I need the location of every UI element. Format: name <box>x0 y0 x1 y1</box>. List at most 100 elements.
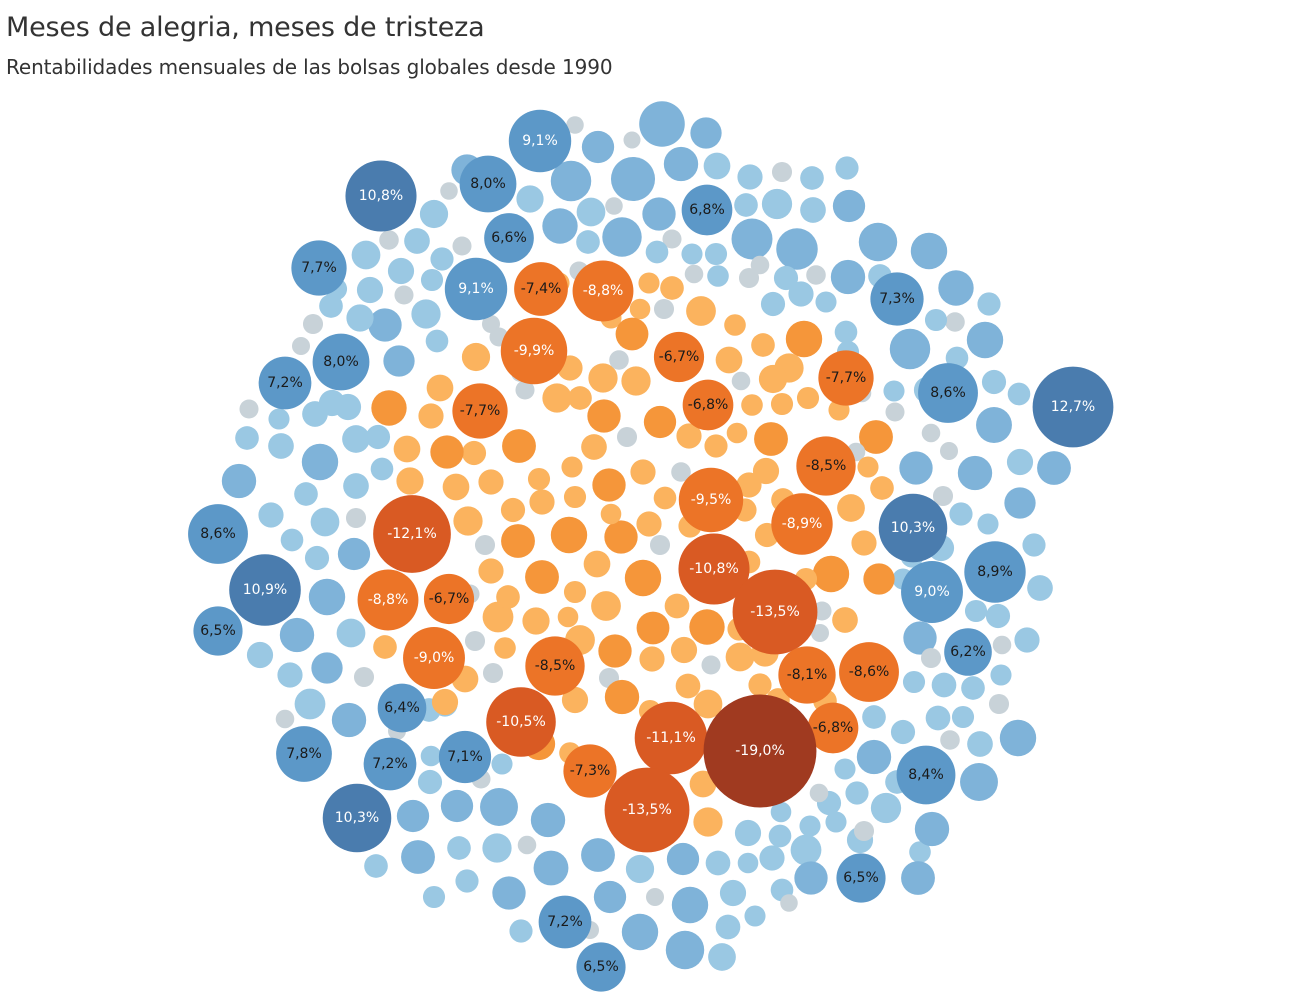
bubble <box>411 299 441 329</box>
bubble <box>430 247 454 271</box>
bubble <box>461 440 487 466</box>
bubble <box>760 291 786 317</box>
bubble <box>623 131 641 149</box>
bubble <box>976 407 1012 443</box>
bubble <box>394 285 414 305</box>
bubble <box>379 230 399 250</box>
bubble <box>496 585 520 609</box>
bubble <box>693 689 723 719</box>
bubble <box>715 914 741 940</box>
bubble <box>678 467 744 533</box>
bubble <box>356 276 384 304</box>
labeled-bubble: -13,5% <box>604 767 690 853</box>
bubble <box>277 662 303 688</box>
bubble <box>675 673 701 699</box>
bubble <box>859 420 893 454</box>
bubble <box>591 591 621 621</box>
bubble <box>662 229 682 249</box>
labeled-bubble: -7,4% <box>514 262 568 316</box>
bubble <box>750 255 770 275</box>
labeled-bubble: -11,1% <box>634 701 708 775</box>
bubble <box>901 561 963 623</box>
bubble <box>322 783 392 853</box>
labeled-bubble: 6,8% <box>681 184 733 236</box>
bubble <box>732 569 818 655</box>
bubble <box>492 876 526 910</box>
bubble <box>221 463 257 499</box>
labeled-bubble: -8,5% <box>525 636 585 696</box>
bubble <box>945 312 965 332</box>
labeled-bubble: 9,1% <box>508 109 572 173</box>
bubble <box>708 943 736 971</box>
bubble <box>862 705 886 729</box>
bubble <box>693 807 723 837</box>
bubble <box>768 824 792 848</box>
bubble <box>758 364 788 394</box>
bubble <box>932 485 954 507</box>
bubble <box>319 294 343 318</box>
bubble <box>924 308 948 332</box>
bubble <box>964 541 1026 603</box>
bubble <box>896 745 956 805</box>
bubble <box>681 243 703 265</box>
bubble <box>522 607 550 635</box>
bubble <box>660 276 684 300</box>
bubble <box>188 504 248 564</box>
bubble <box>977 513 999 535</box>
labeled-bubble: 7,2% <box>363 737 417 791</box>
labeled-bubble: 8,0% <box>312 333 370 391</box>
bubble <box>737 852 759 874</box>
bubble <box>383 345 415 377</box>
bubble <box>639 646 665 672</box>
bubble <box>530 802 566 838</box>
bubble <box>704 434 728 458</box>
bubble <box>370 457 394 481</box>
bubble <box>899 451 933 485</box>
bubble <box>517 835 537 855</box>
bubble <box>902 670 926 694</box>
bubble <box>773 265 799 291</box>
bubble <box>420 268 444 292</box>
bubble <box>268 433 294 459</box>
bubble <box>452 236 472 256</box>
bubble <box>418 403 444 429</box>
bubble <box>731 371 751 391</box>
bubble <box>636 611 670 645</box>
bubble <box>592 468 626 502</box>
bubble <box>302 313 324 335</box>
labeled-bubble: -19,0% <box>703 694 817 808</box>
bubble <box>690 117 722 149</box>
bubble <box>576 942 626 992</box>
bubble <box>351 240 381 270</box>
bubble <box>563 485 587 509</box>
bubble <box>825 811 847 833</box>
bubble <box>527 467 551 491</box>
bubble <box>1007 382 1031 406</box>
bubble <box>516 185 544 213</box>
labeled-bubble: 7,1% <box>438 730 492 784</box>
bubble <box>258 356 312 410</box>
labeled-bubble: -6,7% <box>423 573 475 625</box>
bubble <box>331 702 367 738</box>
bubble <box>818 350 874 406</box>
bubble <box>239 399 259 419</box>
bubble <box>885 402 905 422</box>
bubble <box>311 652 343 684</box>
bubble <box>643 405 677 439</box>
bubble <box>794 861 828 895</box>
bubble <box>566 116 584 134</box>
bubble <box>346 304 374 332</box>
bubble <box>501 524 535 558</box>
labeled-bubble: 8,4% <box>896 745 956 805</box>
bubble <box>602 217 642 257</box>
bubble <box>563 744 617 798</box>
bubble <box>944 628 992 676</box>
labeled-bubble: -13,5% <box>732 569 818 655</box>
bubble <box>870 272 924 326</box>
bubble <box>452 383 508 439</box>
labeled-bubble: -8,9% <box>771 493 833 555</box>
labeled-bubble: 7,7% <box>291 240 347 296</box>
bubble <box>336 618 366 648</box>
bubble <box>770 801 792 823</box>
bubble <box>921 423 941 443</box>
